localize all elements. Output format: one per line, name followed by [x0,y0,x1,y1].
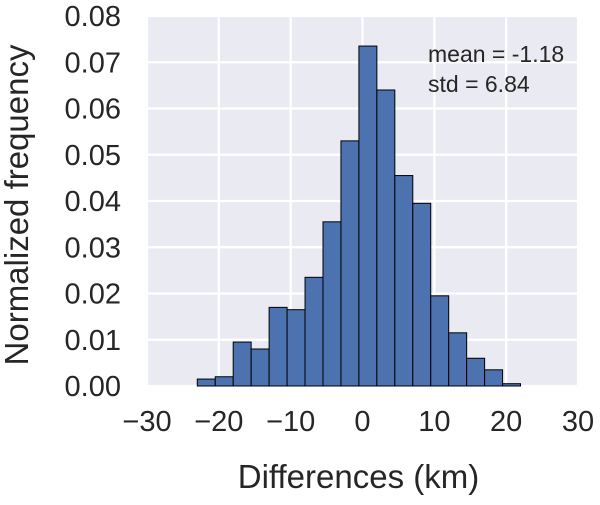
histogram-bar [466,357,486,387]
histogram-bar [322,221,342,387]
histogram-bar [394,175,414,387]
x-tick-label: −20 [194,406,243,438]
x-tick-label: 30 [562,406,594,438]
y-tick-label: 0.02 [65,279,121,311]
y-tick-labels: 0.00 0.01 0.02 0.03 0.04 0.05 0.06 0.07 0.08 [65,1,121,403]
histogram-bar [502,383,522,387]
mean-annotation: mean = -1.18 [428,41,564,67]
y-tick-label: 0.03 [65,232,121,264]
y-tick-label: 0.00 [65,371,121,403]
y-tick-label: 0.08 [65,1,121,33]
histogram-bar [340,140,360,387]
std-annotation: std = 6.84 [428,71,530,97]
histogram-bar [430,295,450,387]
y-tick-label: 0.01 [65,325,121,357]
y-tick-label: 0.04 [65,186,121,218]
x-axis-label: Differences (km) [238,458,479,495]
y-tick-label: 0.05 [65,140,121,172]
x-tick-label: 20 [490,406,522,438]
histogram-bar [376,89,396,387]
y-tick-label: 0.07 [65,47,121,79]
histogram-bar [268,306,288,387]
x-tick-label: 10 [418,406,450,438]
histogram-bar [304,276,324,387]
histogram-bar [214,376,234,387]
histogram-bars [196,45,522,387]
x-tick-label: 0 [354,406,370,438]
histogram-bar [196,378,216,387]
y-tick-label: 0.06 [65,94,121,126]
histogram-bar [412,202,432,387]
histogram-bar [448,332,468,387]
x-tick-label: −30 [122,406,171,438]
histogram-bar [286,309,306,387]
y-axis-label: Normalized frequency [0,44,35,365]
x-tick-label: −10 [266,406,315,438]
histogram-bar [250,348,270,387]
histogram-bar [358,45,378,387]
x-tick-labels: −30 −20 −10 0 10 20 30 [122,406,594,438]
histogram-bar [484,369,504,387]
histogram-bar [232,341,252,387]
